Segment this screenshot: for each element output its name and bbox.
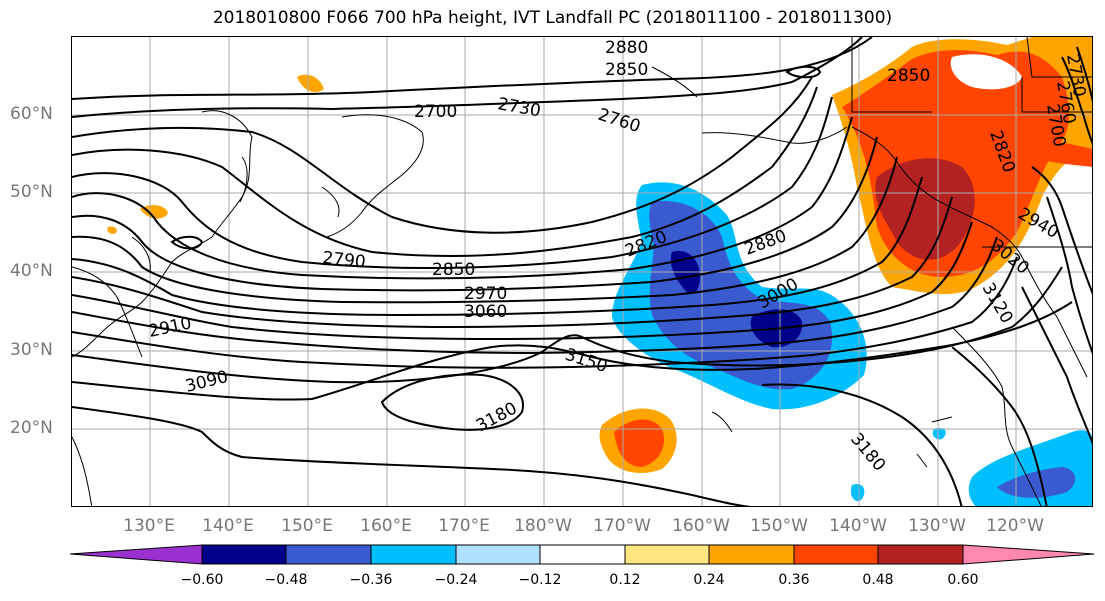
colorbar-bin — [285, 544, 372, 565]
lon-label-160e: 160°E — [360, 516, 412, 536]
contour-label: 2790 — [321, 248, 366, 272]
colorbar-tick-label: −0.36 — [349, 572, 393, 588]
colorbar-tick-label: 0.36 — [778, 572, 810, 588]
contour-label: 3060 — [464, 302, 507, 322]
colorbar-bin — [877, 544, 964, 565]
lon-label-180w: 180°W — [514, 516, 572, 536]
lon-label-170e: 170°E — [438, 516, 490, 536]
colorbar-tick-label: 0.60 — [947, 572, 979, 588]
colorbar-tick-label: −0.60 — [180, 572, 224, 588]
negative-anomaly-se-inner — [997, 467, 1076, 498]
contour-label: 2850 — [887, 66, 930, 86]
contour-label: 2850 — [432, 260, 475, 280]
colorbar-tick-label: −0.12 — [518, 572, 562, 588]
height-contours — [72, 37, 1092, 506]
lon-label-140w: 140°W — [829, 516, 887, 536]
contour-label: 2880 — [742, 226, 789, 260]
map-canvas: 2880 2850 2700 2730 2760 2820 2790 2850 … — [72, 37, 1092, 506]
contour-label: 2970 — [464, 284, 507, 304]
contour-label: 2700 — [414, 102, 457, 122]
contour-label: 3180 — [473, 398, 521, 436]
contour-label: 3150 — [562, 345, 609, 377]
ivt-shading — [107, 37, 1092, 506]
contour-label: 2850 — [605, 60, 648, 80]
white-island — [950, 54, 1022, 90]
colorbar-bin — [455, 544, 541, 565]
map-panel: 2880 2850 2700 2730 2760 2820 2790 2850 … — [71, 36, 1093, 507]
contour-label: 2910 — [147, 313, 193, 342]
lat-label-30n: 30°N — [10, 340, 53, 360]
colorbar-extend-max — [962, 544, 1095, 565]
colorbar-bin — [370, 544, 457, 565]
colorbar-tick-label: 0.24 — [693, 572, 725, 588]
lat-label-60n: 60°N — [10, 104, 53, 124]
gridlines — [72, 37, 1092, 506]
colorbar-extend-min — [70, 544, 203, 565]
contour-label: 2730 — [496, 94, 542, 121]
colorbar-bin — [201, 544, 287, 565]
lon-label-120w: 120°W — [986, 516, 1044, 536]
lat-label-50n: 50°N — [10, 182, 53, 202]
colorbar-tick-label: 0.48 — [862, 572, 894, 588]
colorbar-tick-label: 0.12 — [609, 572, 641, 588]
contour-label: 2760 — [595, 105, 642, 137]
positive-anomaly-core — [875, 158, 975, 260]
lon-label-170w: 170°W — [593, 516, 651, 536]
lat-label-40n: 40°N — [10, 261, 53, 281]
colorbar-bin — [624, 544, 710, 565]
lon-label-130e: 130°E — [123, 516, 175, 536]
colorbar-tick-label: −0.48 — [264, 572, 308, 588]
colorbar — [70, 544, 1095, 565]
colorbar-bin — [793, 544, 879, 565]
lon-label-150e: 150°E — [281, 516, 333, 536]
contour-label: 3180 — [846, 429, 889, 475]
lon-label-130w: 130°W — [908, 516, 966, 536]
contour-label: 2880 — [605, 38, 648, 58]
lat-label-20n: 20°N — [10, 418, 53, 438]
lon-label-160w: 160°W — [672, 516, 730, 536]
lon-label-140e: 140°E — [202, 516, 254, 536]
lon-label-150w: 150°W — [750, 516, 808, 536]
plot-title: 2018010800 F066 700 hPa height, IVT Land… — [212, 8, 893, 28]
contour-label: 3120 — [978, 280, 1017, 327]
colorbar-bin — [708, 544, 795, 565]
colorbar-bin — [539, 544, 626, 565]
colorbar-tick-label: −0.24 — [434, 572, 478, 588]
